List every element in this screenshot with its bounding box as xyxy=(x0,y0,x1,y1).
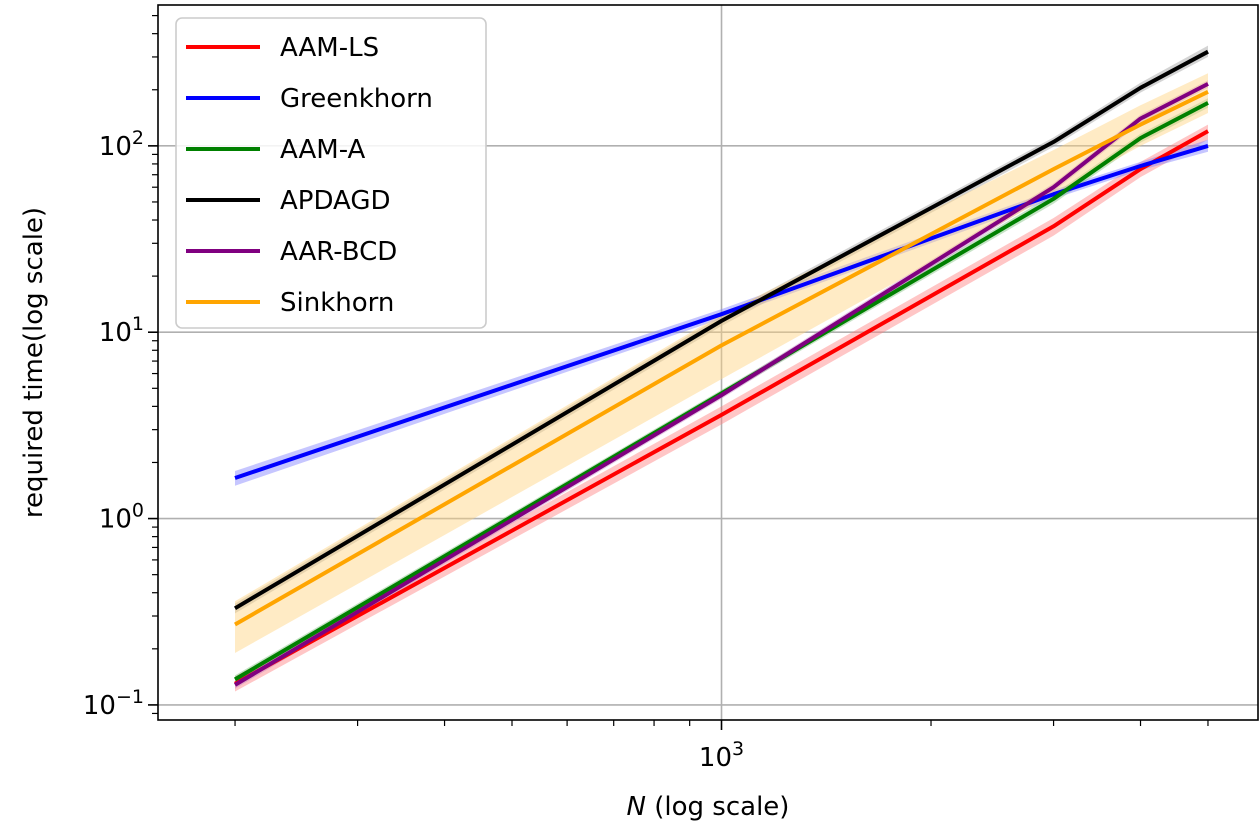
line-apdagd xyxy=(233,49,1209,611)
line-aam-a xyxy=(233,101,1209,682)
x-tick-label: 103 xyxy=(699,738,744,773)
x-axis-label-variable: N xyxy=(627,792,646,822)
legend: AAM-LS Greenkhorn AAM-A APDAGD AAR-BCD Sinkho… xyxy=(175,17,487,329)
plot-frame xyxy=(157,4,1259,721)
y-tick-label: 10−1 xyxy=(83,686,144,721)
line-aam-ls xyxy=(234,129,1209,686)
legend-label-aam-ls: AAM-LS xyxy=(280,33,379,63)
x-axis-label: N (log scale) xyxy=(627,792,790,822)
legend-label-sinkhorn: Sinkhorn xyxy=(280,288,394,318)
legend-label-aam-a: AAM-A xyxy=(280,135,366,165)
line-aar-bcd xyxy=(233,82,1209,687)
y-tick-label: 102 xyxy=(99,127,144,162)
legend-label-greenkhorn: Greenkhorn xyxy=(280,84,433,114)
y-tick-label: 101 xyxy=(99,313,144,348)
axis-ticks: 103 10−1 100 101 102 xyxy=(83,15,1209,773)
series-lines xyxy=(233,49,1209,687)
y-axis-label: required time(log scale) xyxy=(19,207,49,518)
legend-box xyxy=(175,17,487,329)
x-axis-label-text: (log scale) xyxy=(646,792,789,822)
line-sinkhorn xyxy=(234,90,1209,627)
legend-label-apdagd: APDAGD xyxy=(280,186,391,216)
y-tick-label: 100 xyxy=(99,500,144,535)
legend-label-aar-bcd: AAR-BCD xyxy=(280,237,397,267)
line-greenkhorn xyxy=(234,143,1209,480)
